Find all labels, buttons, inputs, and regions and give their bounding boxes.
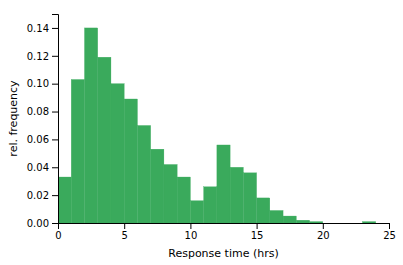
bar [296,220,309,223]
bar [71,79,84,223]
y-tick-label: 0.12 [27,51,49,62]
y-tick: 0.12 [27,51,58,62]
x-tick-label: 20 [317,230,330,241]
x-tick-mark [190,223,191,229]
bars [58,28,376,223]
x-tick-label: 15 [251,230,264,241]
bar [151,149,164,223]
bar [257,198,270,223]
bar [376,223,389,224]
x-tick-mark [389,223,390,229]
y-tick-label: 0.04 [27,162,49,173]
bar [84,28,97,223]
y-tick: 0.10 [27,78,58,89]
bar [204,187,217,223]
x-tick-label: 5 [122,230,128,241]
bar [243,173,256,223]
x-axis-line [59,224,390,230]
bar [283,216,296,223]
bar [111,84,124,223]
x-tick: 15 [251,223,264,241]
y-tick: 0.04 [27,162,58,173]
x-axis: 0 5 10 15 20 25 [55,223,396,241]
y-tick-mark [52,112,58,113]
bar [98,57,111,223]
x-axis-title: Response time (hrs) [168,247,278,260]
bar [310,222,323,223]
y-tick: 0.06 [27,134,58,145]
y-tick-mark [52,167,58,168]
bar [270,210,283,223]
bar [190,201,203,223]
y-axis: 0.00 0.02 0.04 0.06 0.08 0.10 0.12 0.14 [27,15,59,229]
x-tick: 20 [317,223,330,241]
y-tick-mark [52,56,58,57]
y-tick-mark [52,84,58,85]
bar [323,223,336,224]
bar [349,223,362,224]
x-tick-label: 25 [383,230,396,241]
chart: 05101520250.000.020.040.060.080.100.120.… [0,0,403,265]
x-tick: 0 [55,223,61,241]
x-tick: 10 [185,223,198,241]
bar [58,177,71,223]
y-axis-line [52,15,59,224]
y-tick: 0.00 [27,218,58,229]
bar [363,222,376,223]
y-tick-label: 0.02 [27,190,49,201]
bar [124,99,137,223]
x-tick-label: 10 [185,230,198,241]
y-tick-mark [52,28,58,29]
bar [164,164,177,223]
bar [177,177,190,223]
y-axis-title: rel. frequency [7,80,20,157]
y-tick-label: 0.08 [27,106,49,117]
y-tick-mark [52,195,58,196]
x-tick-mark [257,223,258,229]
plot-area: 05101520250.000.020.040.060.080.100.120.… [27,15,396,242]
y-tick-label: 0.00 [27,218,49,229]
bar [137,125,150,223]
y-tick-label: 0.14 [27,23,49,34]
x-tick: 5 [122,223,128,241]
x-tick-mark [323,223,324,229]
y-tick-mark [52,223,58,224]
x-tick-label: 0 [55,230,61,241]
y-tick: 0.14 [27,23,58,34]
y-tick: 0.08 [27,106,58,117]
x-tick: 25 [383,223,396,241]
y-tick-mark [52,139,58,140]
x-tick-mark [124,223,125,229]
bar [336,223,349,224]
y-tick-label: 0.06 [27,134,49,145]
bar [230,167,243,223]
bar [217,145,230,223]
y-tick: 0.02 [27,190,58,201]
y-tick-label: 0.10 [27,78,49,89]
